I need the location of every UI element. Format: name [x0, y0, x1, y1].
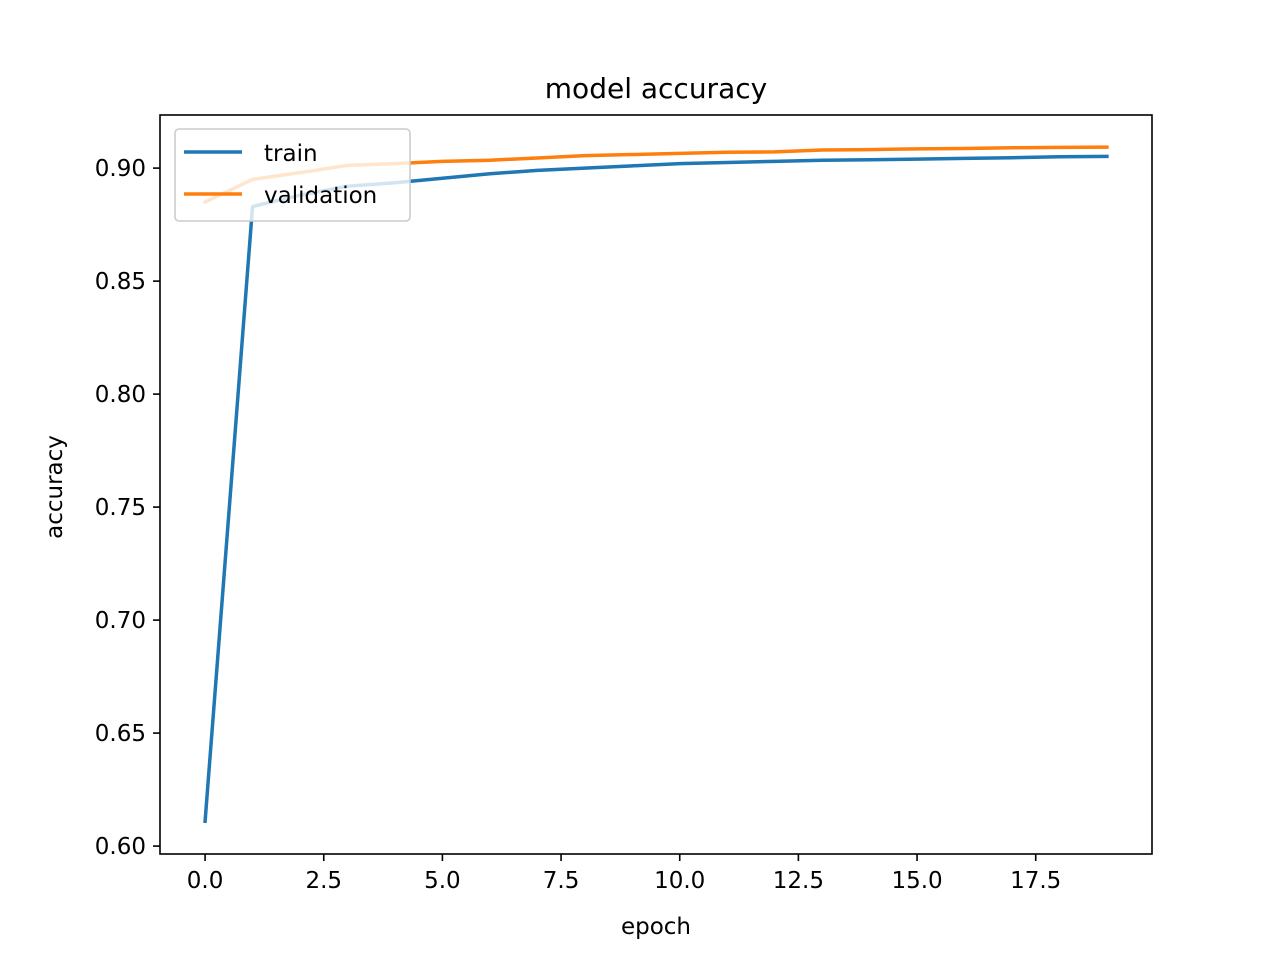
chart-title: model accuracy [545, 72, 767, 105]
axes-background [160, 115, 1152, 854]
x-tick-label: 12.5 [773, 868, 824, 894]
axes-frame [159, 114, 1153, 855]
x-tick-label: 15.0 [891, 868, 942, 894]
y-tick-label: 0.75 [95, 495, 146, 521]
x-tick-label: 0.0 [187, 868, 224, 894]
x-axis-ticks: 0.0 2.5 5.0 7.5 10.0 12.5 15.0 17.5 [187, 854, 1061, 894]
y-axis-ticks: 0.60 0.65 0.70 0.75 0.80 0.85 0.90 [95, 156, 160, 860]
legend: train validation [174, 128, 411, 222]
x-tick-label: 5.0 [424, 868, 461, 894]
x-axis-label: epoch [621, 914, 691, 940]
x-tick-label: 17.5 [1010, 868, 1061, 894]
y-tick-label: 0.70 [95, 608, 146, 634]
x-tick-label: 10.0 [654, 868, 705, 894]
y-axis-label: accuracy [42, 435, 68, 539]
y-tick-label: 0.85 [95, 269, 146, 295]
y-tick-label: 0.60 [95, 834, 146, 860]
legend-label-train: train [264, 141, 318, 167]
y-tick-label: 0.65 [95, 721, 146, 747]
x-tick-label: 2.5 [305, 868, 342, 894]
plot-area [159, 114, 1153, 855]
legend-label-validation: validation [264, 183, 377, 209]
x-tick-label: 7.5 [543, 868, 580, 894]
y-tick-label: 0.90 [95, 156, 146, 182]
y-tick-label: 0.80 [95, 382, 146, 408]
